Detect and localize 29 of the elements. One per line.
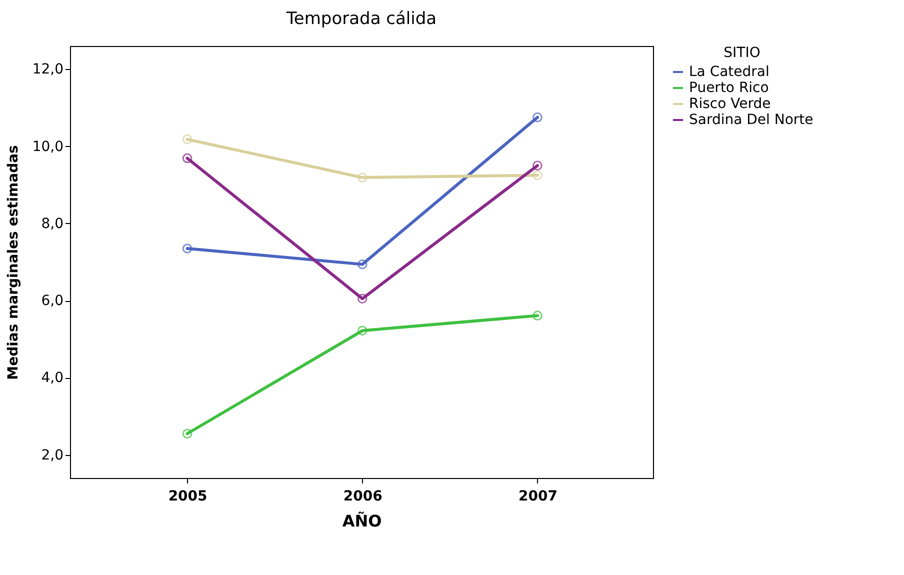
point — [357, 294, 368, 304]
point — [532, 160, 542, 170]
point — [182, 428, 192, 439]
legend-label: La Catedral — [689, 64, 770, 80]
point — [182, 134, 192, 144]
point — [532, 170, 542, 180]
y-tick-label: 10,0 — [32, 138, 64, 155]
y-tick-label: 12,0 — [32, 62, 64, 78]
x-tick-label: 2005 — [168, 488, 208, 504]
point — [532, 112, 542, 122]
y-axis-title: Medias marginales estimadas — [5, 145, 22, 380]
point — [357, 259, 368, 270]
point — [357, 172, 368, 182]
chart-title: Temporada cálida — [285, 9, 437, 29]
point — [532, 310, 542, 321]
legend-label: Sardina Del Norte — [689, 112, 814, 128]
x-tick-label: 2007 — [518, 488, 558, 504]
x-tick-label: 2006 — [343, 488, 382, 504]
legend-title: SITIO — [724, 45, 760, 61]
point — [182, 153, 192, 164]
point — [357, 326, 368, 336]
legend-label: Puerto Rico — [689, 80, 769, 96]
point — [182, 244, 192, 254]
y-tick-label: 2,0 — [41, 447, 64, 464]
legend-label: Risco Verde — [689, 96, 771, 112]
y-tick-label: 8,0 — [41, 216, 64, 232]
x-axis-title: AÑO — [342, 512, 382, 530]
y-tick-label: 4,0 — [41, 370, 64, 386]
y-tick-label: 6,0 — [41, 293, 64, 310]
